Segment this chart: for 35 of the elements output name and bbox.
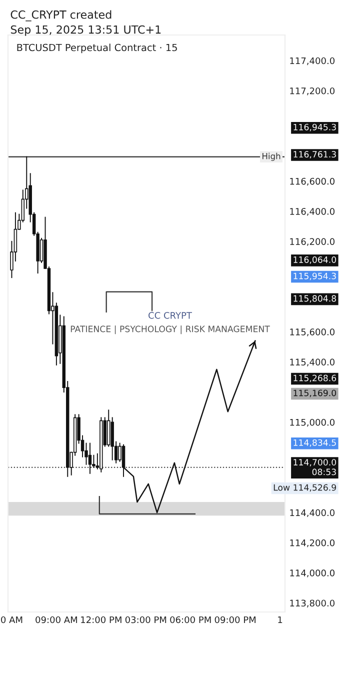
y-tick-label: 115,600.0 — [290, 328, 335, 336]
y-tick-label: 116,600.0 — [290, 178, 335, 186]
x-tick-label: 09:00 AM — [36, 616, 77, 624]
ref-line-label: High — [262, 152, 280, 161]
x-tick-label: 0 AM — [1, 616, 22, 624]
text: 115,804.8 — [294, 295, 336, 303]
x-tick-label: 09:00 PM — [214, 616, 256, 624]
annotation: PATIENCE | PSYCHOLOGY | RISK MANAGEMENT — [70, 325, 270, 334]
y-tick-label: 117,400.0 — [290, 57, 335, 66]
text: 116,761.3 — [294, 151, 336, 158]
text: 116,945.3 — [294, 124, 336, 132]
annotation: CC CRYPT — [148, 312, 192, 319]
annotation: Low 114,526.9 — [274, 484, 336, 492]
text: 115,954.3 — [294, 272, 336, 280]
text: 115,268.6 — [294, 374, 336, 382]
y-tick-label: 114,400.0 — [290, 509, 335, 518]
text: CC_CRYPT created — [10, 10, 112, 22]
x-tick-label: 03:00 PM — [125, 616, 166, 624]
y-tick-label: 114,000.0 — [290, 570, 335, 578]
y-tick-label: 116,400.0 — [290, 208, 335, 216]
text: 116,064.0 — [294, 256, 336, 264]
x-tick-label: 1 — [278, 616, 282, 624]
text: BTCUSDT Perpetual Contract · 15 — [17, 44, 177, 54]
x-tick-label: 06:00 PM — [170, 616, 211, 624]
annotation: Sep 15, 2025 13:51 UTC+1 — [10, 25, 161, 36]
text: 115,169.0 — [294, 390, 336, 398]
x-tick-label: 12:00 PM — [81, 616, 122, 624]
text: 114,700.0 08:53 — [294, 459, 336, 476]
text: 114,834.5 — [294, 439, 336, 447]
y-tick-label: 115,400.0 — [290, 358, 335, 366]
y-tick-label: 115,000.0 — [290, 418, 335, 427]
y-tick-label: 116,200.0 — [290, 238, 335, 246]
y-tick-label: 117,200.0 — [290, 87, 335, 96]
y-tick-label: 113,800.0 — [290, 600, 335, 608]
y-tick-label: 114,200.0 — [290, 539, 335, 548]
